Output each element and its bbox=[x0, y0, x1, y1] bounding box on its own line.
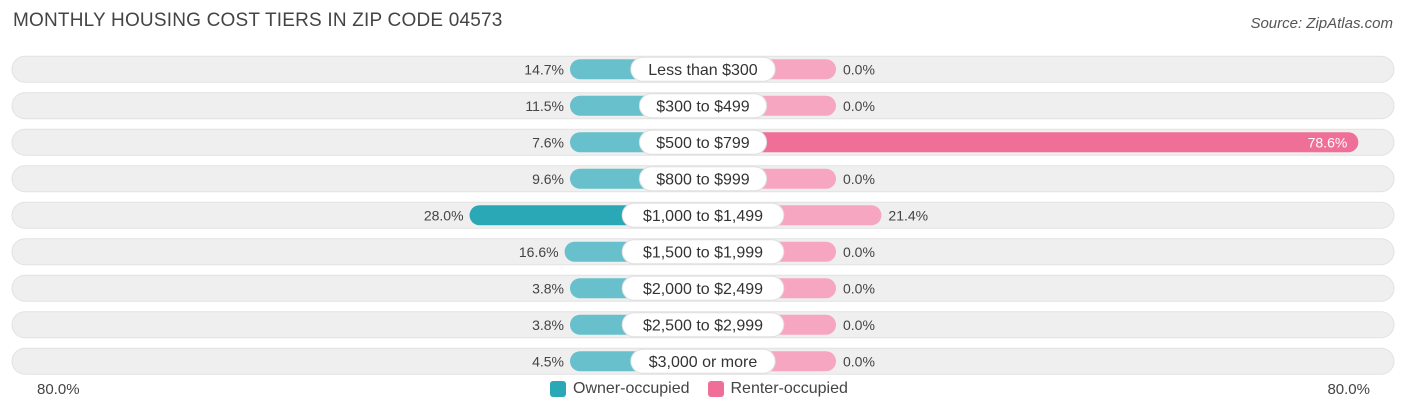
category-pill bbox=[621, 239, 785, 265]
category-label: $500 to $799 bbox=[656, 135, 750, 152]
renter-value-label: 0.0% bbox=[843, 98, 875, 114]
axis-left-label: 80.0% bbox=[37, 381, 80, 398]
legend-swatch-owner bbox=[550, 381, 566, 397]
owner-value-label: 4.5% bbox=[532, 353, 564, 369]
renter-value-label: 0.0% bbox=[843, 171, 875, 187]
legend-label-owner: Owner-occupied bbox=[573, 380, 690, 397]
category-label: $2,000 to $2,499 bbox=[643, 281, 763, 298]
renter-value-label: 21.4% bbox=[888, 207, 928, 223]
renter-value-label: 0.0% bbox=[843, 353, 875, 369]
category-label: $3,000 or more bbox=[649, 354, 758, 371]
owner-value-label: 16.6% bbox=[519, 244, 559, 260]
axis-right-label: 80.0% bbox=[1327, 381, 1370, 398]
category-pill bbox=[630, 348, 776, 374]
category-pill bbox=[621, 275, 785, 301]
legend-swatch-renter bbox=[707, 381, 724, 397]
legend-item-owner: Owner-occupied bbox=[550, 380, 690, 398]
owner-value-label: 7.6% bbox=[532, 134, 564, 150]
legend: Owner-occupied Renter-occupied bbox=[550, 380, 866, 398]
category-label: $300 to $499 bbox=[656, 98, 750, 115]
chart-title: MONTHLY HOUSING COST TIERS IN ZIP CODE 0… bbox=[13, 10, 503, 31]
owner-value-label: 14.7% bbox=[524, 61, 564, 77]
category-pill bbox=[638, 166, 768, 192]
owner-value-label: 28.0% bbox=[424, 207, 464, 223]
category-pill bbox=[630, 56, 776, 82]
category-pill bbox=[621, 312, 785, 338]
renter-value-label: 78.6% bbox=[1308, 134, 1348, 150]
legend-item-renter: Renter-occupied bbox=[707, 380, 848, 398]
category-label: $1,000 to $1,499 bbox=[643, 208, 763, 225]
source-note: Source: ZipAtlas.com bbox=[1250, 15, 1393, 32]
owner-value-label: 3.8% bbox=[532, 280, 564, 296]
legend-label-renter: Renter-occupied bbox=[730, 380, 848, 397]
category-pill bbox=[621, 202, 785, 228]
category-pill bbox=[638, 93, 768, 119]
owner-value-label: 11.5% bbox=[525, 98, 564, 114]
category-label: $2,500 to $2,999 bbox=[643, 317, 763, 334]
renter-value-label: 0.0% bbox=[843, 317, 875, 333]
category-label: $800 to $999 bbox=[656, 171, 750, 188]
owner-value-label: 3.8% bbox=[532, 317, 564, 333]
category-label: $1,500 to $1,999 bbox=[643, 244, 763, 261]
renter-value-label: 0.0% bbox=[843, 61, 875, 77]
renter-bar bbox=[703, 132, 1359, 153]
owner-value-label: 9.6% bbox=[532, 171, 564, 187]
category-pill bbox=[638, 129, 768, 155]
category-label: Less than $300 bbox=[648, 62, 758, 79]
renter-value-label: 0.0% bbox=[843, 280, 875, 296]
renter-value-label: 0.0% bbox=[843, 244, 875, 260]
